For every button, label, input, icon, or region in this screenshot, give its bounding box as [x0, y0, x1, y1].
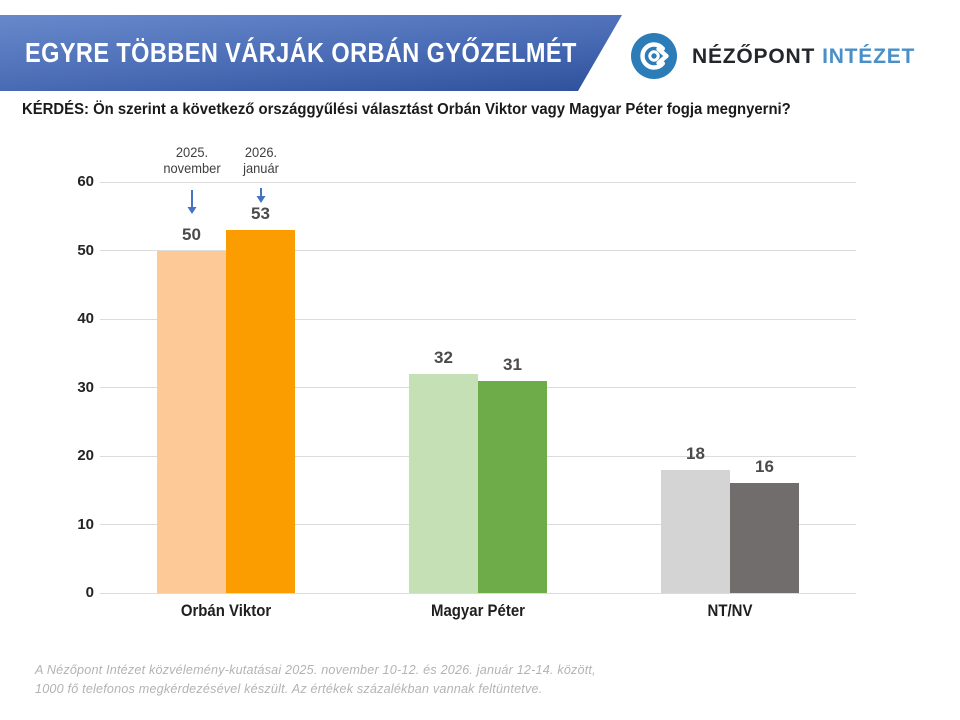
y-tick-label: 20: [77, 447, 94, 464]
gridline: [100, 250, 856, 251]
value-label: 16: [755, 457, 774, 477]
value-label: 31: [503, 354, 522, 374]
gridline: [100, 592, 856, 594]
series-annotation-line: 2026.: [244, 144, 277, 160]
series-annotation-line: november: [162, 160, 221, 176]
series-annotation-line: január: [242, 160, 279, 176]
y-tick-label: 10: [77, 515, 94, 533]
survey-question: KÉRDÉS: Ön szerint a következő országgyű…: [22, 101, 791, 118]
y-tick-label: 60: [77, 173, 94, 190]
bar: [730, 483, 799, 593]
y-tick-label: 50: [77, 241, 94, 259]
nezopont-logo-wordmark: NÉZŐPONT INTÉZET: [692, 44, 915, 70]
bar-chart: 0 10 20 30 40 50 60 50 53 Orbán Viktor 32 31 Magyar…: [0, 140, 960, 640]
logo-text-primary: NÉZŐPONT: [692, 45, 816, 68]
bar: [409, 373, 478, 593]
down-arrow-icon: [187, 190, 196, 214]
series-annotation-line: 2025.: [175, 144, 208, 160]
series-annotation-label: 2025. november: [136, 144, 246, 176]
page-title: EGYRE TÖBBEN VÁRJÁK ORBÁN GYŐZELMÉT: [25, 37, 577, 68]
y-axis: 0 10 20 30 40 50 60: [48, 173, 94, 601]
value-label: 50: [182, 224, 201, 244]
category-label: Magyar Péter: [431, 601, 525, 620]
nezopont-eye-icon: [631, 33, 677, 79]
gridline: [100, 181, 856, 183]
gridline: [100, 318, 856, 320]
category-label: NT/NV: [707, 601, 753, 620]
plot-area: 50 53 Orbán Viktor 32 31 Magyar Péter 18 16 NT/N…: [100, 144, 856, 620]
title-banner: EGYRE TÖBBEN VÁRJÁK ORBÁN GYŐZELMÉT: [0, 15, 622, 91]
y-tick-label: 30: [77, 378, 94, 396]
y-tick-label: 0: [85, 584, 94, 601]
down-arrow-icon: [256, 188, 265, 203]
logo-text-secondary: INTÉZET: [822, 45, 916, 68]
category-label: Orbán Viktor: [180, 601, 272, 620]
bar: [157, 250, 226, 593]
bar: [226, 229, 295, 593]
value-label: 32: [434, 347, 453, 367]
footnote-line-2: 1000 fő telefonos megkérdezésével készül…: [35, 681, 543, 696]
y-tick-label: 40: [77, 310, 94, 327]
value-label: 53: [251, 203, 270, 223]
bar: [478, 380, 547, 593]
footnote-line-1: A Nézőpont Intézet közvélemény-kutatásai…: [35, 662, 596, 677]
methodology-note: A Nézőpont Intézet közvélemény-kutatásai…: [35, 660, 596, 698]
value-label: 18: [686, 443, 705, 463]
series-annotation-label: 2026. január: [205, 144, 315, 176]
bar: [661, 469, 730, 593]
